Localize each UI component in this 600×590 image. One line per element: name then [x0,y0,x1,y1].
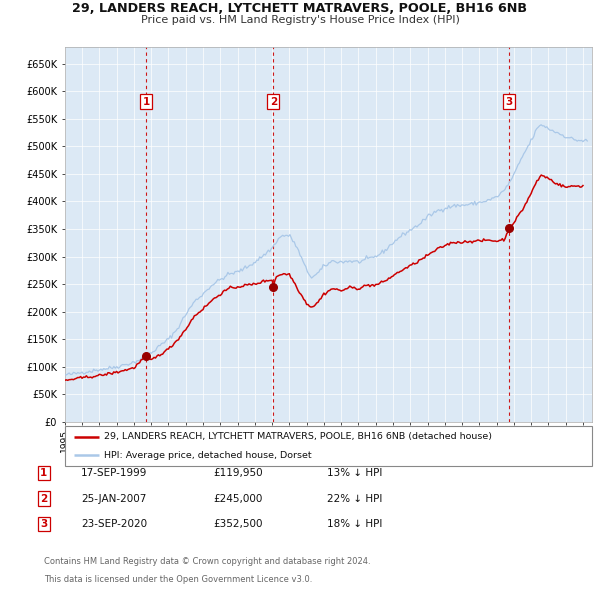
Text: 17-SEP-1999: 17-SEP-1999 [81,468,148,478]
Text: 29, LANDERS REACH, LYTCHETT MATRAVERS, POOLE, BH16 6NB: 29, LANDERS REACH, LYTCHETT MATRAVERS, P… [73,2,527,15]
FancyBboxPatch shape [65,426,592,466]
Text: Contains HM Land Registry data © Crown copyright and database right 2024.: Contains HM Land Registry data © Crown c… [44,558,370,566]
Text: 22% ↓ HPI: 22% ↓ HPI [327,494,382,503]
Text: 2: 2 [40,494,47,503]
Text: Price paid vs. HM Land Registry's House Price Index (HPI): Price paid vs. HM Land Registry's House … [140,15,460,25]
Text: 3: 3 [505,97,512,107]
Text: £352,500: £352,500 [213,519,263,529]
Text: 18% ↓ HPI: 18% ↓ HPI [327,519,382,529]
Text: HPI: Average price, detached house, Dorset: HPI: Average price, detached house, Dors… [104,451,312,460]
Text: 1: 1 [143,97,150,107]
Text: 1: 1 [40,468,47,478]
Text: £119,950: £119,950 [213,468,263,478]
Text: 13% ↓ HPI: 13% ↓ HPI [327,468,382,478]
Text: 2: 2 [269,97,277,107]
Text: 3: 3 [40,519,47,529]
Text: 29, LANDERS REACH, LYTCHETT MATRAVERS, POOLE, BH16 6NB (detached house): 29, LANDERS REACH, LYTCHETT MATRAVERS, P… [104,432,493,441]
Text: £245,000: £245,000 [213,494,262,503]
Text: 23-SEP-2020: 23-SEP-2020 [81,519,147,529]
Text: 25-JAN-2007: 25-JAN-2007 [81,494,146,503]
Text: This data is licensed under the Open Government Licence v3.0.: This data is licensed under the Open Gov… [44,575,312,584]
